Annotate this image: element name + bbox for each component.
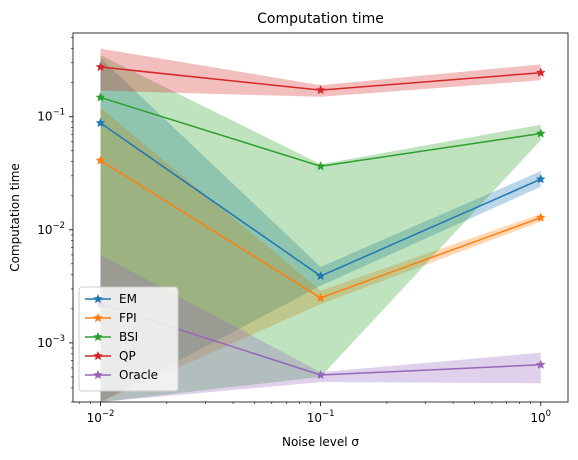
series-lines <box>95 61 546 380</box>
y-axis-label: Computation time <box>8 163 22 272</box>
legend-box <box>78 286 179 392</box>
y-tick-label: 10−1 <box>37 108 65 124</box>
point-fpi <box>95 155 106 165</box>
point-em <box>95 117 106 128</box>
legend-marker-fpi <box>93 312 103 323</box>
x-tick-label: 10−1 <box>307 409 335 425</box>
band-em <box>100 58 541 402</box>
x-tick-label: 10−2 <box>87 409 115 425</box>
band-oracle <box>100 254 541 402</box>
band-fpi <box>100 107 541 402</box>
point-qp <box>535 67 546 77</box>
legend-marker-bsi <box>93 331 103 342</box>
point-qp <box>315 84 326 95</box>
legend-marker-qp <box>93 350 103 361</box>
point-fpi <box>535 212 546 222</box>
point-bsi <box>535 128 546 138</box>
chart-title: Computation time <box>257 11 384 27</box>
point-bsi <box>95 92 106 102</box>
legend-label-bsi: BSI <box>119 330 138 344</box>
point-bsi <box>315 161 326 171</box>
y-tick-label: 10−3 <box>37 334 65 350</box>
axes: 10−2 10−1 100 10−3 10−2 10−1 <box>37 32 569 425</box>
legend-label-fpi: FPI <box>119 311 137 325</box>
point-oracle <box>315 369 326 380</box>
legend-marker-oracle <box>93 369 103 380</box>
point-em <box>315 270 326 281</box>
point-oracle <box>535 359 546 369</box>
point-em <box>535 174 546 184</box>
legend-label-qp: QP <box>119 349 136 363</box>
confidence-bands <box>100 48 541 402</box>
point-fpi <box>315 292 326 303</box>
point-qp <box>95 61 106 72</box>
legend-label-em: EM <box>119 292 137 306</box>
band-qp <box>100 48 541 97</box>
legend: EM FPI BSI QP Oracle <box>78 286 179 392</box>
y-tick-label: 10−2 <box>37 221 65 237</box>
band-bsi <box>100 55 541 402</box>
legend-marker-em <box>93 293 103 304</box>
x-tick-label: 100 <box>530 409 551 425</box>
legend-label-oracle: Oracle <box>119 368 158 382</box>
x-axis-label: Noise level σ <box>282 435 359 449</box>
